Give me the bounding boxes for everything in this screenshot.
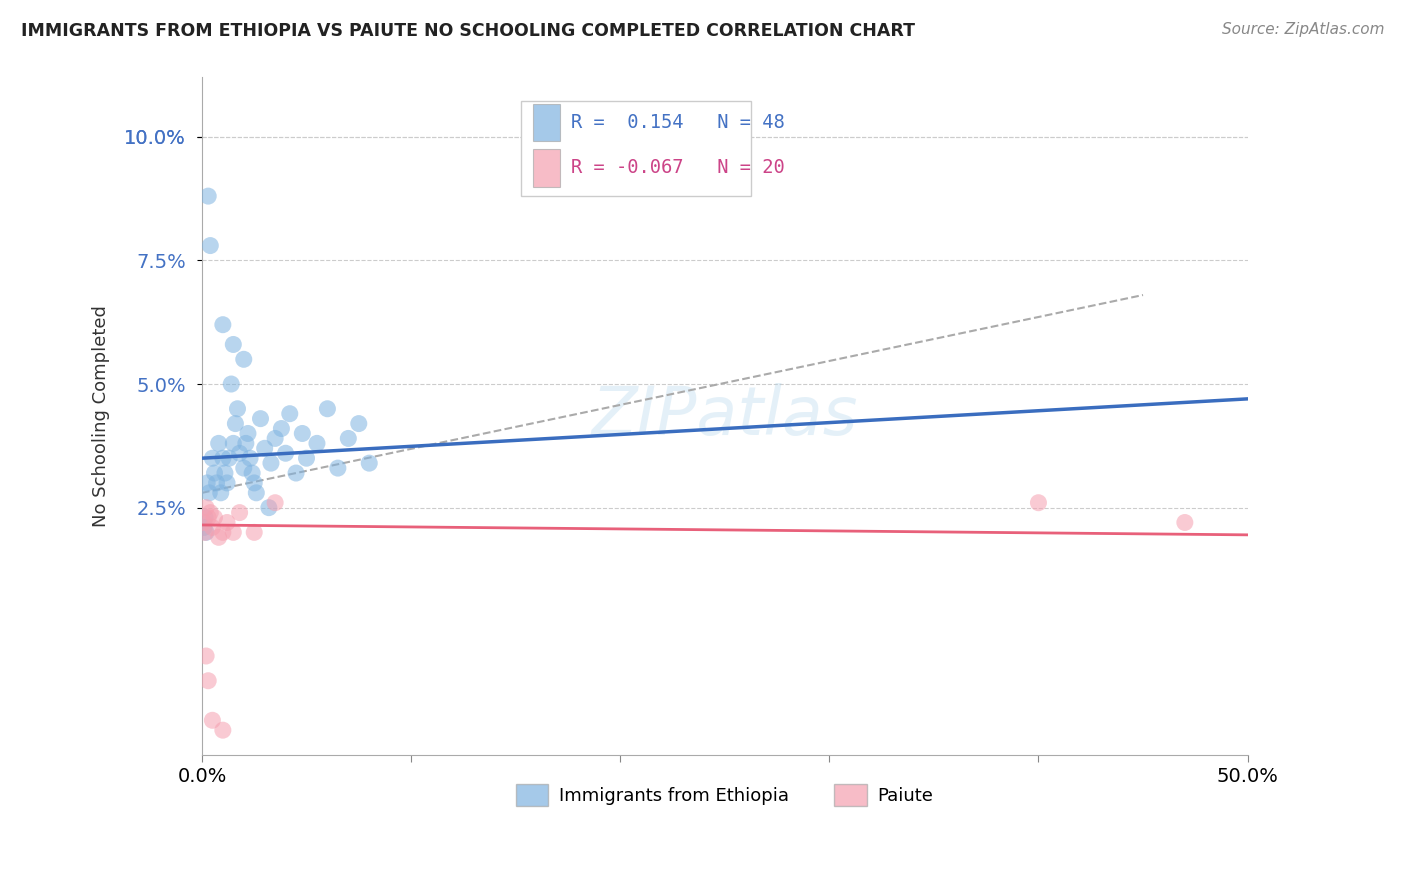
Point <box>245 485 267 500</box>
Point <box>1174 516 1197 530</box>
Point <box>200 506 222 520</box>
Point <box>197 673 219 688</box>
Text: ZIPatlas: ZIPatlas <box>592 384 858 450</box>
Text: R = -0.067   N = 20: R = -0.067 N = 20 <box>571 159 785 178</box>
Point <box>243 525 266 540</box>
Point <box>215 475 238 490</box>
Point <box>204 466 226 480</box>
Point <box>291 426 314 441</box>
Point <box>224 417 246 431</box>
Point <box>212 525 235 540</box>
Point <box>195 648 218 663</box>
Point <box>316 401 339 416</box>
Point <box>337 432 360 446</box>
Point <box>195 500 218 515</box>
Point <box>228 506 250 520</box>
Point <box>194 510 217 524</box>
Point <box>222 525 245 540</box>
Text: Source: ZipAtlas.com: Source: ZipAtlas.com <box>1222 22 1385 37</box>
Point <box>326 461 349 475</box>
Point <box>195 525 218 540</box>
Point <box>201 520 224 534</box>
Point <box>212 723 235 738</box>
Point <box>359 456 381 470</box>
FancyBboxPatch shape <box>533 103 560 141</box>
Point <box>226 401 249 416</box>
Point <box>285 466 308 480</box>
Point <box>193 516 215 530</box>
Text: IMMIGRANTS FROM ETHIOPIA VS PAIUTE NO SCHOOLING COMPLETED CORRELATION CHART: IMMIGRANTS FROM ETHIOPIA VS PAIUTE NO SC… <box>21 22 915 40</box>
Point <box>1028 496 1050 510</box>
Point <box>195 475 218 490</box>
Point <box>236 426 259 441</box>
Legend: Immigrants from Ethiopia, Paiute: Immigrants from Ethiopia, Paiute <box>509 777 941 814</box>
Point <box>218 451 240 466</box>
Point <box>212 451 235 466</box>
Point <box>198 485 221 500</box>
Point <box>264 496 287 510</box>
Point <box>274 446 297 460</box>
Point <box>205 475 228 490</box>
Point <box>204 510 226 524</box>
Point <box>222 337 245 351</box>
Y-axis label: No Schooling Completed: No Schooling Completed <box>93 305 110 527</box>
FancyBboxPatch shape <box>520 101 751 196</box>
Text: R =  0.154   N = 48: R = 0.154 N = 48 <box>571 113 785 132</box>
Point <box>240 466 263 480</box>
Point <box>243 475 266 490</box>
Point <box>200 238 222 252</box>
Point <box>295 451 318 466</box>
Point <box>209 485 232 500</box>
Point <box>208 436 231 450</box>
Point <box>222 436 245 450</box>
Point <box>208 530 231 544</box>
Point <box>201 713 224 727</box>
Point <box>197 189 219 203</box>
Point <box>232 461 254 475</box>
Point <box>253 442 276 456</box>
Point <box>219 377 242 392</box>
Point <box>347 417 370 431</box>
Point <box>249 411 271 425</box>
Point <box>257 500 280 515</box>
Point <box>197 510 219 524</box>
Point <box>194 525 217 540</box>
Point <box>260 456 283 470</box>
FancyBboxPatch shape <box>533 149 560 186</box>
Point <box>278 407 301 421</box>
Point <box>214 466 236 480</box>
Point <box>264 432 287 446</box>
Point <box>235 436 257 450</box>
Point <box>270 421 292 435</box>
Point <box>193 520 215 534</box>
Point <box>228 446 250 460</box>
Point <box>305 436 328 450</box>
Point <box>239 451 262 466</box>
Point <box>232 352 254 367</box>
Point <box>212 318 235 332</box>
Point <box>201 451 224 466</box>
Point <box>215 516 238 530</box>
